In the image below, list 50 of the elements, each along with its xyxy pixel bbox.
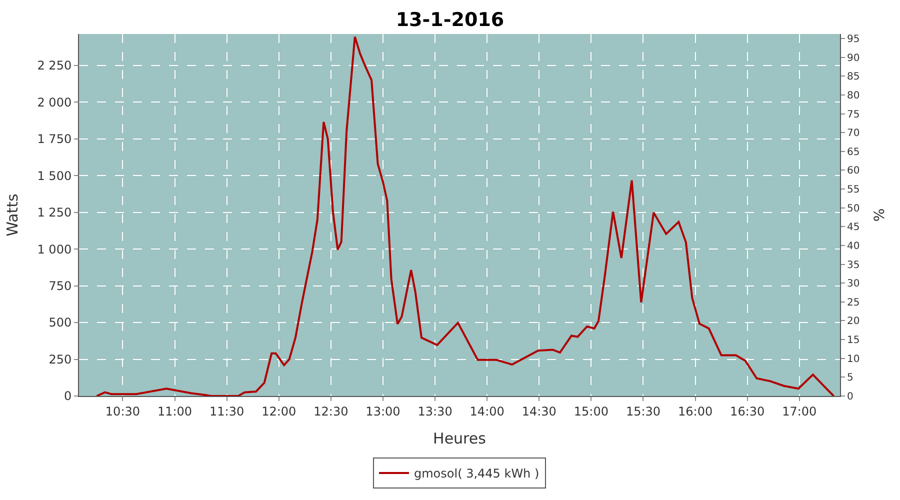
y2-tick-label: 10 [847,354,860,365]
x-tick-label: 13:30 [418,404,452,418]
y-tick-label: 750 [48,279,72,294]
y2-tick-label: 85 [847,72,860,83]
x-tick-label: 13:00 [366,404,400,418]
y-tick-label: 1 500 [37,168,72,183]
x-tick-label: 15:00 [574,404,608,418]
y2-tick-label: 65 [847,146,860,158]
y2-tick-label: 45 [847,222,860,234]
legend-label: gmosol( 3,445 kWh ) [414,466,540,481]
y2-tick-label: 35 [847,260,860,271]
x-tick-label: 17:00 [782,404,817,418]
x-tick-label: 11:00 [157,404,192,418]
y2-axis-title: % [872,208,888,222]
x-tick-label: 14:00 [470,404,504,418]
x-tick-label: 12:00 [262,404,296,418]
y2-tick-label: 30 [847,278,860,290]
y2-tick-label: 95 [847,34,860,46]
y-tick-label: 500 [48,316,72,330]
y2-tick-label: 90 [847,52,860,64]
x-tick-label: 16:30 [730,404,765,418]
y2-tick-label: 70 [847,128,860,140]
y-tick-label: 0 [64,389,72,404]
y2-tick-label: 75 [847,109,860,120]
y2-tick-label: 40 [847,240,860,252]
chart-title: 13-1-2016 [396,8,504,31]
x-tick-label: 12:30 [314,404,348,418]
y2-tick-label: 50 [847,203,860,214]
y-tick-label: 1 750 [37,132,72,146]
y2-tick-label: 25 [847,297,860,308]
x-tick-label: 15:30 [626,404,661,418]
x-tick-label: 10:30 [105,404,140,418]
y-tick-label: 2 000 [37,95,72,110]
y2-tick-label: 60 [847,166,860,177]
y-tick-label: 1 000 [37,242,72,256]
y2-tick-label: 15 [847,335,860,346]
y2-tick-label: 5 [847,372,854,384]
x-tick-label: 16:00 [678,404,713,418]
line-series [96,36,835,396]
y2-tick-label: 0 [847,392,854,402]
y2-tick-label: 20 [847,316,860,328]
y-tick-label: 2 250 [37,58,72,73]
y-tick-label: 1 250 [37,206,72,220]
y-axis-title: Watts [3,194,22,236]
x-tick-label: 11:30 [210,404,244,418]
y2-tick-label: 55 [847,184,860,196]
x-tick-label: 14:30 [522,404,556,418]
y-tick-label: 250 [48,352,72,366]
x-axis-title: Heures [433,429,486,448]
y2-tick-label: 80 [847,90,860,102]
